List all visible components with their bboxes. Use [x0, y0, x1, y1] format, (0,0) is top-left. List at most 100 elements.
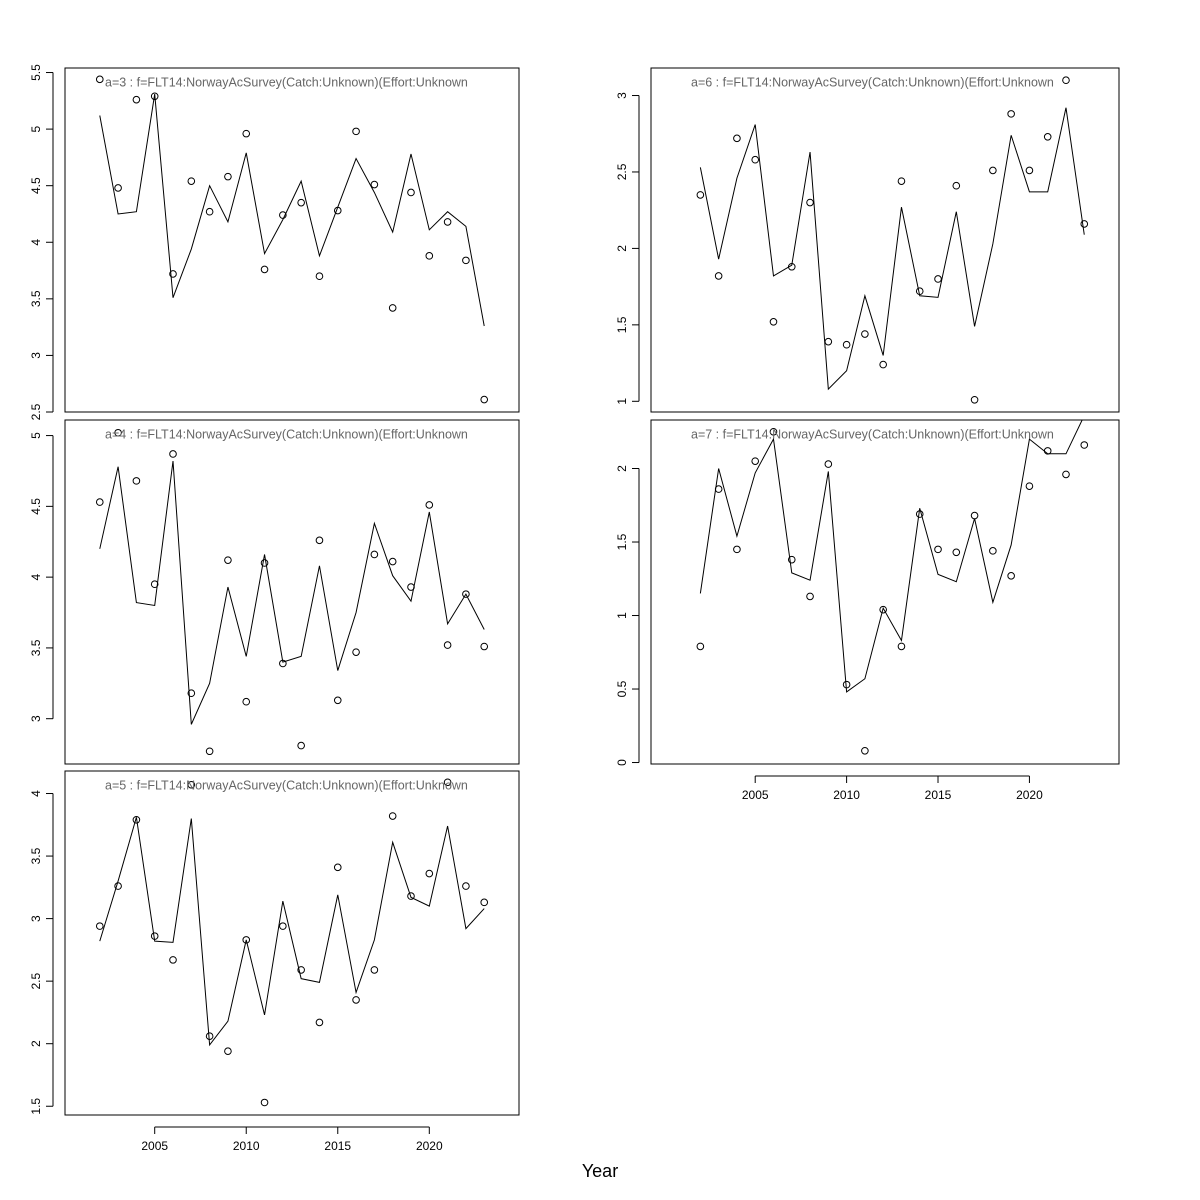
- data-point: [824, 337, 833, 346]
- data-point: [150, 580, 159, 589]
- data-point: [769, 427, 778, 436]
- data-point: [751, 155, 760, 164]
- series-line: [99, 93, 485, 327]
- y-tick-label: 4.5: [29, 498, 43, 515]
- data-point: [224, 1047, 232, 1056]
- panel-frame: [650, 419, 1120, 765]
- panel-title: a=3 : f=FLT14:NorwayAcSurvey(Catch:Unkno…: [105, 75, 468, 89]
- data-point: [462, 256, 470, 265]
- data-point: [205, 207, 214, 216]
- panel-frame: [64, 419, 520, 765]
- data-point: [352, 996, 360, 1004]
- data-point: [714, 272, 723, 280]
- data-point: [462, 590, 470, 598]
- data-point: [1025, 482, 1034, 490]
- data-point: [1080, 441, 1089, 449]
- y-tick-label: 3: [29, 352, 43, 359]
- data-point: [443, 218, 452, 226]
- y-tick-label: 4: [29, 239, 43, 246]
- y-tick-label: 4.5: [29, 177, 43, 194]
- data-point: [915, 510, 924, 518]
- data-point: [95, 922, 104, 930]
- data-point: [242, 936, 251, 944]
- series-line: [699, 420, 1083, 693]
- data-point: [1025, 166, 1034, 175]
- x-tick-label: 2015: [925, 788, 952, 802]
- data-point: [297, 198, 305, 207]
- x-tick-label: 2015: [324, 1139, 351, 1153]
- panel-title: a=6 : f=FLT14:NorwayAcSurvey(Catch:Unkno…: [691, 75, 1054, 89]
- data-point: [352, 127, 360, 136]
- data-point: [733, 134, 741, 143]
- y-tick-label: 2: [615, 245, 629, 252]
- series-line: [99, 460, 485, 725]
- data-point: [879, 605, 887, 614]
- data-point: [132, 477, 141, 485]
- data-point: [861, 746, 869, 755]
- y-tick-label: 2: [29, 1040, 43, 1047]
- data-point: [751, 457, 760, 465]
- plot-area: [696, 420, 1089, 755]
- data-point: [114, 882, 122, 890]
- data-point: [480, 642, 489, 651]
- data-point: [769, 317, 778, 326]
- data-point: [1007, 110, 1015, 118]
- data-point: [897, 642, 906, 651]
- data-point: [970, 511, 979, 520]
- y-tick-label: 3.5: [29, 290, 43, 307]
- panel-frame: [64, 67, 520, 413]
- data-point: [952, 548, 961, 557]
- data-point: [952, 181, 961, 190]
- data-point: [260, 1098, 269, 1107]
- x-tick-label: 2005: [742, 788, 769, 802]
- data-point: [242, 129, 251, 138]
- x-tick-label: 2010: [833, 788, 860, 802]
- data-point: [425, 501, 434, 509]
- data-point: [315, 1018, 324, 1027]
- data-point: [187, 780, 196, 789]
- data-point: [352, 648, 360, 656]
- plot-area: [95, 428, 489, 756]
- data-point: [388, 557, 397, 566]
- x-tick-label: 2020: [416, 1139, 443, 1153]
- data-point: [187, 689, 196, 698]
- data-point: [150, 932, 159, 940]
- panel-title: a=5 : f=FLT14:NorwayAcSurvey(Catch:Unkno…: [105, 778, 468, 792]
- data-point: [787, 555, 796, 564]
- data-point: [915, 287, 924, 296]
- data-point: [443, 778, 452, 787]
- data-point: [1062, 470, 1070, 479]
- y-tick-label: 0.5: [615, 680, 629, 697]
- data-point: [260, 559, 269, 567]
- data-point: [970, 395, 979, 404]
- data-point: [224, 556, 232, 564]
- data-point: [315, 272, 324, 281]
- x-tick-label: 2005: [141, 1139, 168, 1153]
- data-point: [480, 395, 489, 404]
- y-tick-label: 2.5: [615, 163, 629, 180]
- data-point: [150, 92, 159, 101]
- plot-area: [696, 76, 1089, 404]
- data-point: [169, 450, 177, 458]
- y-tick-label: 2.5: [29, 403, 43, 420]
- data-point: [388, 304, 397, 312]
- data-point: [934, 545, 942, 554]
- data-point: [1080, 220, 1089, 228]
- data-point: [95, 75, 104, 84]
- y-tick-label: 4: [29, 790, 43, 797]
- y-tick-label: 2: [615, 465, 629, 472]
- data-point: [370, 550, 379, 559]
- data-point: [333, 863, 342, 872]
- data-point: [205, 747, 214, 756]
- data-point: [370, 966, 379, 974]
- data-point: [842, 680, 851, 689]
- data-point: [279, 922, 287, 930]
- data-point: [169, 956, 177, 964]
- data-point: [842, 340, 851, 349]
- y-tick-label: 1: [615, 398, 629, 405]
- data-point: [407, 583, 415, 591]
- data-point: [1007, 572, 1015, 580]
- data-point: [1043, 447, 1052, 455]
- x-axis-label: Year: [582, 1161, 618, 1181]
- y-tick-label: 5.5: [29, 64, 43, 81]
